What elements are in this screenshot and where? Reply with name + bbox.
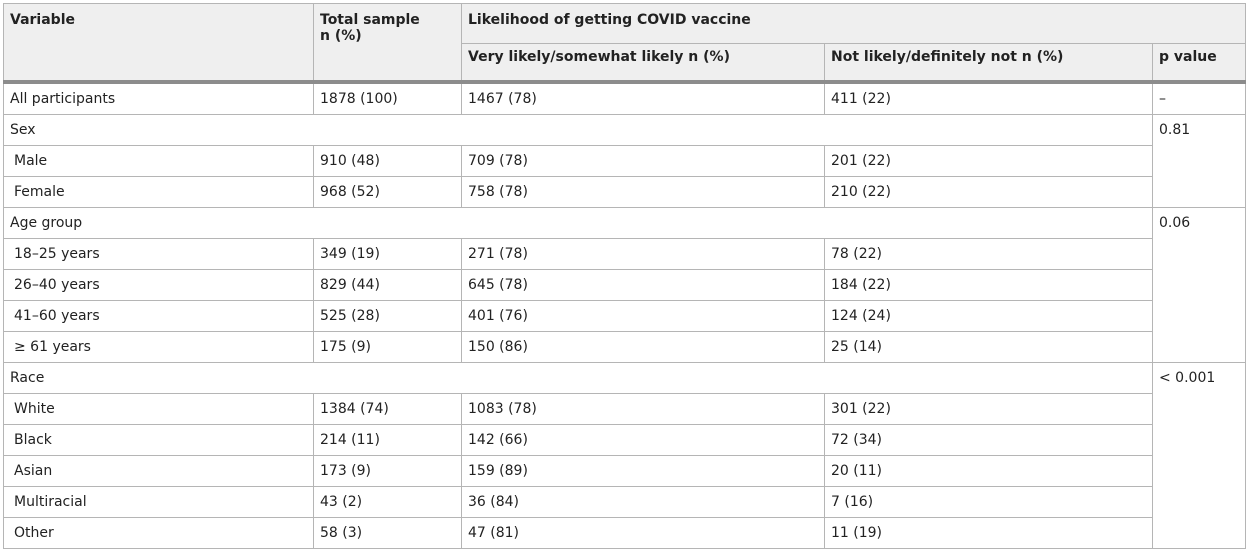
header-likelihood: Likelihood of getting COVID vaccine bbox=[460, 3, 1247, 44]
header-total-sample-line2: n (%) bbox=[320, 28, 362, 44]
cell-likely: 36 (84) bbox=[461, 486, 825, 518]
group-row-race: Race < 0.001 bbox=[3, 362, 1247, 549]
cell-total: 43 (2) bbox=[313, 486, 462, 518]
cell-likely: 47 (81) bbox=[461, 517, 825, 549]
row-label: Female bbox=[3, 176, 314, 208]
table-row: Male 910 (48) 709 (78) 201 (22) bbox=[3, 145, 1246, 177]
cell-likely: 1083 (78) bbox=[461, 393, 825, 425]
cell-not-likely: 124 (24) bbox=[824, 300, 1153, 332]
cell-not-likely: 25 (14) bbox=[824, 331, 1153, 363]
table-row: 18–25 years 349 (19) 271 (78) 78 (22) bbox=[3, 238, 1246, 270]
cell-likely: 159 (89) bbox=[461, 455, 825, 487]
cell-likely: 758 (78) bbox=[461, 176, 825, 208]
table-row: All participants 1878 (100) 1467 (78) 41… bbox=[3, 81, 1247, 115]
row-label: Male bbox=[3, 145, 314, 177]
header-variable: Variable bbox=[3, 3, 314, 84]
cell-likely: 709 (78) bbox=[461, 145, 825, 177]
cell-p-value: – bbox=[1151, 81, 1247, 115]
cell-total: 1384 (74) bbox=[313, 393, 462, 425]
header-p-value: p value bbox=[1151, 43, 1247, 84]
cell-p-value: 0.81 bbox=[1151, 114, 1247, 208]
cell-total: 910 (48) bbox=[313, 145, 462, 177]
table-row: Female 968 (52) 758 (78) 210 (22) bbox=[3, 176, 1246, 208]
row-label: White bbox=[3, 393, 314, 425]
vaccine-likelihood-table: Variable Total sample n (%) Likelihood o… bbox=[3, 3, 1247, 549]
cell-not-likely: 11 (19) bbox=[824, 517, 1153, 549]
cell-likely: 645 (78) bbox=[461, 269, 825, 301]
cell-not-likely: 301 (22) bbox=[824, 393, 1153, 425]
cell-not-likely: 210 (22) bbox=[824, 176, 1153, 208]
row-label: 41–60 years bbox=[3, 300, 314, 332]
row-label: 18–25 years bbox=[3, 238, 314, 270]
row-label: Black bbox=[3, 424, 314, 456]
row-label: ≥ 61 years bbox=[3, 331, 314, 363]
header-total-sample-line1: Total sample bbox=[320, 12, 420, 28]
group-row-sex: Sex 0.81 bbox=[3, 114, 1247, 208]
cell-total: 1878 (100) bbox=[313, 81, 462, 115]
cell-total: 349 (19) bbox=[313, 238, 462, 270]
cell-likely: 142 (66) bbox=[461, 424, 825, 456]
group-label: Race bbox=[3, 362, 1153, 394]
table-row: Black 214 (11) 142 (66) 72 (34) bbox=[3, 424, 1246, 456]
row-label: 26–40 years bbox=[3, 269, 314, 301]
cell-not-likely: 20 (11) bbox=[824, 455, 1153, 487]
cell-total: 173 (9) bbox=[313, 455, 462, 487]
cell-likely: 401 (76) bbox=[461, 300, 825, 332]
cell-not-likely: 411 (22) bbox=[824, 81, 1153, 115]
cell-not-likely: 72 (34) bbox=[824, 424, 1153, 456]
table-row: ≥ 61 years 175 (9) 150 (86) 25 (14) bbox=[3, 331, 1246, 363]
table-row: Multiracial 43 (2) 36 (84) 7 (16) bbox=[3, 486, 1246, 518]
table-row: Other 58 (3) 47 (81) 11 (19) bbox=[3, 517, 1246, 549]
cell-likely: 1467 (78) bbox=[461, 81, 825, 115]
cell-likely: 150 (86) bbox=[461, 331, 825, 363]
header-not-likely: Not likely/definitely not n (%) bbox=[824, 43, 1153, 84]
cell-not-likely: 201 (22) bbox=[824, 145, 1153, 177]
cell-total: 829 (44) bbox=[313, 269, 462, 301]
row-label: Asian bbox=[3, 455, 314, 487]
header-row-2: Very likely/somewhat likely n (%) Not li… bbox=[4, 43, 1247, 84]
cell-total: 214 (11) bbox=[313, 424, 462, 456]
header-total-sample: Total sample n (%) bbox=[313, 3, 462, 84]
cell-p-value: < 0.001 bbox=[1151, 362, 1247, 549]
row-label: Other bbox=[3, 517, 314, 549]
cell-not-likely: 184 (22) bbox=[824, 269, 1153, 301]
header-likely: Very likely/somewhat likely n (%) bbox=[461, 43, 825, 84]
group-label: Age group bbox=[3, 207, 1153, 239]
results-table-container: Variable Total sample n (%) Likelihood o… bbox=[3, 3, 1247, 549]
cell-not-likely: 7 (16) bbox=[824, 486, 1153, 518]
row-label: Multiracial bbox=[3, 486, 314, 518]
cell-total: 525 (28) bbox=[313, 300, 462, 332]
cell-likely: 271 (78) bbox=[461, 238, 825, 270]
header-row-1: Variable Total sample n (%) Likelihood o… bbox=[3, 3, 1247, 84]
cell-total: 175 (9) bbox=[313, 331, 462, 363]
table-row: 26–40 years 829 (44) 645 (78) 184 (22) bbox=[3, 269, 1246, 301]
cell-p-value: 0.06 bbox=[1151, 207, 1247, 363]
cell-not-likely: 78 (22) bbox=[824, 238, 1153, 270]
cell-total: 58 (3) bbox=[313, 517, 462, 549]
table-row: 41–60 years 525 (28) 401 (76) 124 (24) bbox=[3, 300, 1246, 332]
group-row-age: Age group 0.06 bbox=[3, 207, 1247, 363]
table-row: White 1384 (74) 1083 (78) 301 (22) bbox=[3, 393, 1246, 425]
table-row: Asian 173 (9) 159 (89) 20 (11) bbox=[3, 455, 1246, 487]
row-label: All participants bbox=[3, 81, 314, 115]
cell-total: 968 (52) bbox=[313, 176, 462, 208]
group-label: Sex bbox=[3, 114, 1153, 146]
